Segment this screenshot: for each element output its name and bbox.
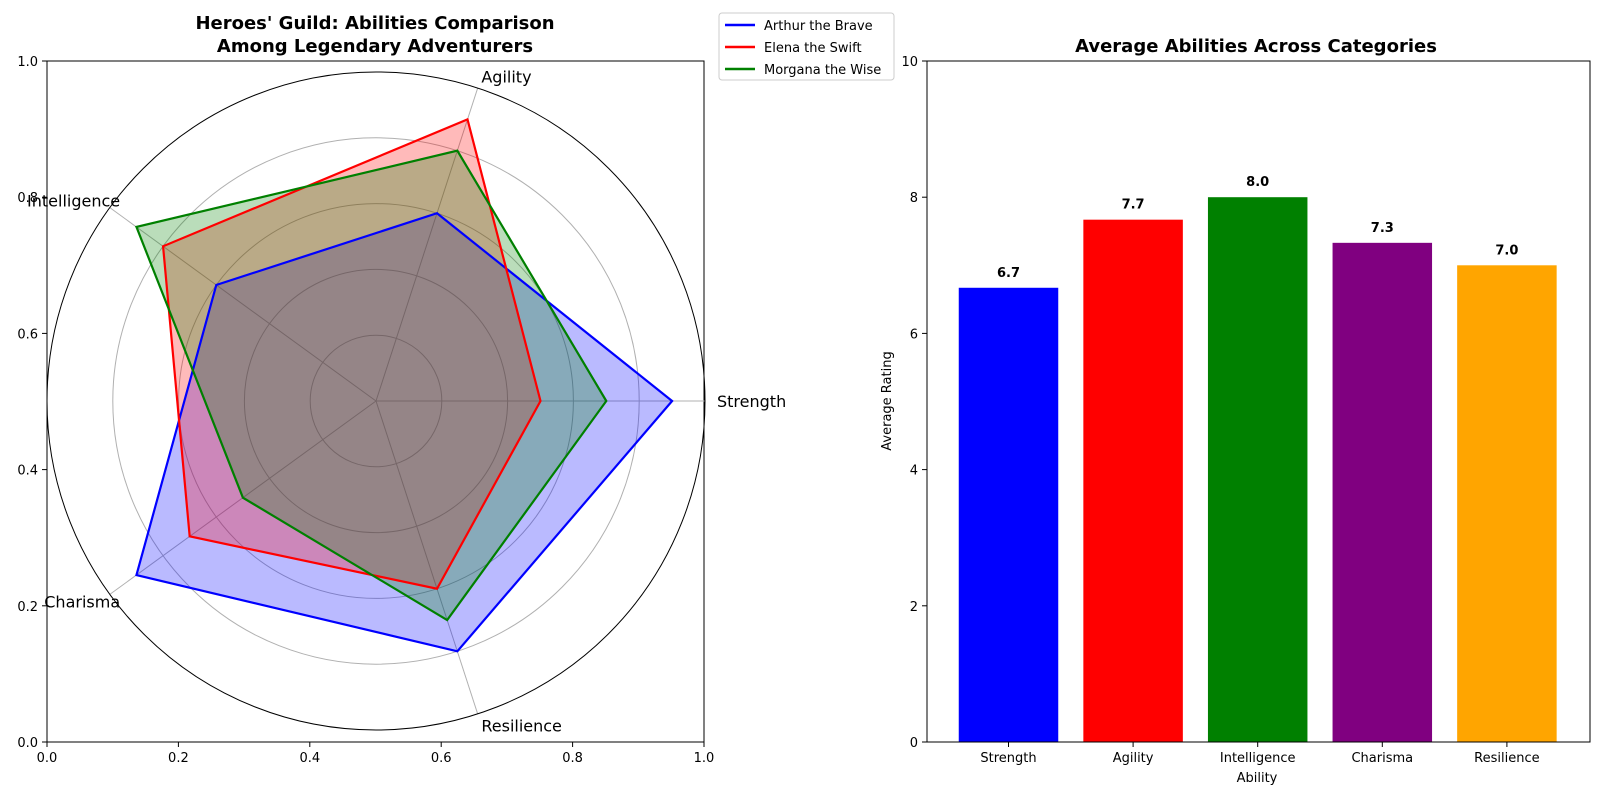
- bar-chart: Average Abilities Across Categories 6.7 7…: [880, 36, 1591, 786]
- legend: Arthur the Brave Elena the Swift Morgana t…: [718, 12, 895, 81]
- radar-frame: 0.00.0 0.2 0.2 0.4 0.4 0.6 0.6 0.8 0.8 1.0 1.0: [17, 55, 714, 766]
- radar-outer-circle: [46, 71, 706, 731]
- bar-x-tick-label: Intelligence: [1220, 751, 1296, 766]
- radar-axis-labels: Strength Agility Intelligence Charisma Resil…: [27, 68, 786, 736]
- bar-x-tick-label: Agility: [1113, 751, 1154, 766]
- radar-axis-label: Intelligence: [27, 192, 120, 211]
- radar-line: [135, 212, 674, 653]
- bar-x-axis-label: Ability: [1237, 771, 1278, 786]
- radar-frame-x-tick-label: 0.2: [168, 751, 189, 766]
- bar: [958, 287, 1059, 742]
- legend-entry: Elena the Swift: [764, 41, 862, 56]
- radar-frame-y-tick-label: 0.0: [17, 736, 38, 751]
- radar-axis-label: Agility: [481, 68, 531, 87]
- bar: [1332, 242, 1433, 742]
- bar-y-tick-label: 2: [910, 600, 918, 615]
- radar-line: [161, 117, 542, 590]
- bar-value-label: 7.0: [1495, 243, 1518, 258]
- radar-frame-x-tick-label: 0.6: [431, 751, 452, 766]
- radar-frame-y-tick-label: 0.4: [17, 464, 38, 479]
- bar-value-label: 6.7: [997, 266, 1020, 281]
- bar-x-tick-label: Strength: [980, 751, 1036, 766]
- bar-y-tick-label: 6: [910, 327, 918, 342]
- bar-y-tick-label: 8: [910, 191, 918, 206]
- legend-entry: Morgana the Wise: [764, 63, 881, 78]
- legend-entry: Arthur the Brave: [764, 19, 873, 34]
- bar-title: Average Abilities Across Categories: [1075, 36, 1437, 57]
- radar-frame-x-tick-label: 0.8: [562, 751, 583, 766]
- bar-value-label: 7.7: [1122, 198, 1145, 213]
- bar-y-tick-label: 4: [910, 464, 918, 479]
- bar-value-label: 7.3: [1371, 221, 1394, 236]
- bar-x-tick-label: Resilience: [1474, 751, 1539, 766]
- radar-frame-x-tick-label: 0.0: [37, 751, 58, 766]
- bar-y-axis-label: Average Rating: [880, 351, 895, 450]
- radar-frame-y-tick-label: 0.2: [17, 600, 38, 615]
- bar-bars: 6.7 7.7 8.0 7.3 7.0: [958, 175, 1557, 743]
- radar-area: [163, 119, 541, 589]
- radar-title-line-2: Among Legendary Adventurers: [217, 36, 533, 57]
- radar-title-line-1: Heroes' Guild: Abilities Comparison: [195, 13, 554, 34]
- radar-frame-y-tick-label: 1.0: [17, 55, 38, 70]
- radar-chart: Heroes' Guild: Abilities Comparison Amon…: [17, 13, 786, 766]
- radar-area: [136, 150, 607, 621]
- radar-spoke: [375, 400, 479, 715]
- radar-spoke: [375, 87, 479, 402]
- bar-y-ticks: 0 2 4 6 8 10: [901, 55, 927, 751]
- bar-value-label: 8.0: [1246, 175, 1269, 190]
- bar-plot-frame: [926, 60, 1591, 743]
- radar-series: [134, 117, 674, 653]
- radar-grid: [46, 71, 706, 731]
- radar-axis-label: Charisma: [44, 592, 120, 611]
- bar-x-tick-label: Charisma: [1351, 751, 1413, 766]
- radar-axis-label: Strength: [717, 392, 786, 411]
- radar-spoke: [109, 207, 377, 402]
- radar-frame-x-tick-label: 0.4: [299, 751, 320, 766]
- bar: [1083, 219, 1183, 743]
- radar-frame-y-tick-label: 0.6: [17, 327, 38, 342]
- radar-area: [136, 213, 673, 652]
- legend-box: [718, 12, 895, 81]
- radar-frame-x-tick-label: 1.0: [694, 751, 715, 766]
- bar-y-tick-label: 10: [901, 55, 918, 70]
- bar: [1457, 265, 1557, 742]
- radar-frame-y-tick-label: 0.8: [17, 191, 38, 206]
- bar-y-tick-label: 0: [910, 736, 918, 751]
- bar: [1207, 197, 1308, 742]
- radar-line: [134, 149, 608, 622]
- radar-axis-label: Resilience: [481, 716, 562, 735]
- bar-x-ticks: Strength Agility Intelligence Charisma Resil…: [980, 742, 1540, 766]
